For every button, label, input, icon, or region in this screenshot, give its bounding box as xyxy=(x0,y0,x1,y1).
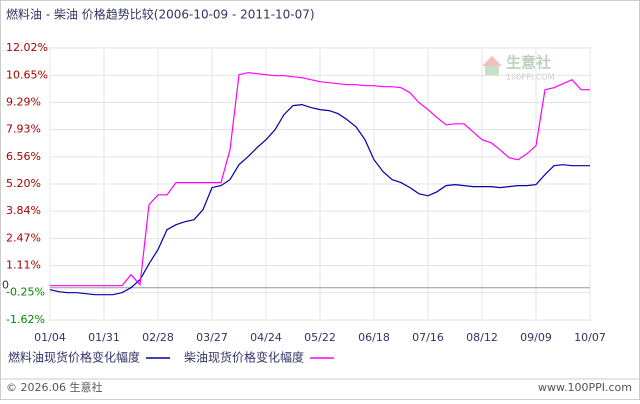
series-line xyxy=(50,72,590,287)
x-tick-label: 04/24 xyxy=(250,331,282,344)
footer-url: www.100PPI.com xyxy=(538,381,632,394)
x-tick-label: 05/22 xyxy=(304,331,336,344)
zero-label: 0 xyxy=(2,279,9,292)
y-tick-label: 9.29% xyxy=(6,95,41,108)
x-tick-label: 07/16 xyxy=(412,331,444,344)
y-tick-label: 10.65% xyxy=(6,68,48,81)
x-tick-label: 08/12 xyxy=(466,331,498,344)
watermark-name: 生意社 xyxy=(506,54,551,72)
x-tick-label: 01/31 xyxy=(88,331,120,344)
y-tick-label: 1.11% xyxy=(6,259,41,272)
y-tick-label: 5.20% xyxy=(6,177,41,190)
x-tick-label: 09/09 xyxy=(520,331,552,344)
logo-roof xyxy=(482,56,502,66)
y-tick-label: 7.93% xyxy=(6,123,41,136)
legend-label: 柴油现货价格变化幅度 xyxy=(184,350,304,365)
y-tick-label: 3.84% xyxy=(6,204,41,217)
x-tick-label: 02/28 xyxy=(142,331,174,344)
chart-title: 燃料油 - 柴油 价格趋势比较(2006-10-09 - 2011-10-07) xyxy=(6,7,315,22)
watermark-site: 100PPI.COM xyxy=(506,73,555,82)
footer-copyright: © 2026.06 生意社 xyxy=(6,380,102,394)
x-tick-label: 06/18 xyxy=(358,331,390,344)
y-tick-label: 12.02% xyxy=(6,41,48,54)
watermark: 生意社 100PPI.COM xyxy=(482,54,555,82)
x-tick-label: 10/07 xyxy=(574,331,606,344)
y-tick-label: -1.62% xyxy=(6,313,45,326)
y-tick-label: 6.56% xyxy=(6,150,41,163)
y-tick-label: 2.47% xyxy=(6,231,41,244)
y-tick-label: -0.25% xyxy=(6,286,45,299)
x-tick-label: 01/04 xyxy=(34,331,66,344)
x-tick-label: 03/27 xyxy=(196,331,228,344)
logo-house xyxy=(485,66,499,76)
legend-label: 燃料油现货价格变化幅度 xyxy=(8,350,140,365)
